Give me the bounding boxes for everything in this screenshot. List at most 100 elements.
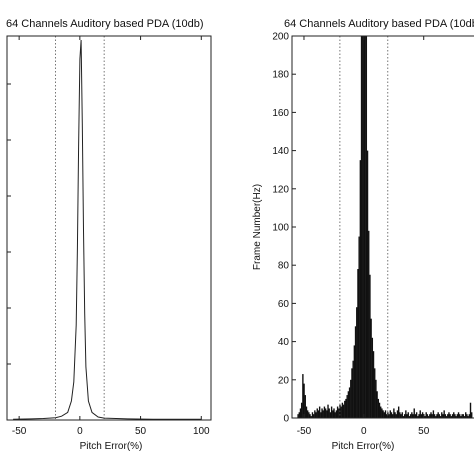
histogram-bar bbox=[465, 412, 467, 418]
histogram-bar bbox=[332, 410, 334, 418]
histogram-bar bbox=[298, 412, 300, 418]
histogram-bar bbox=[370, 318, 372, 418]
histogram-bar bbox=[320, 412, 322, 418]
histogram-bar bbox=[362, 36, 364, 418]
right-x-ticks: -50 0 50 bbox=[297, 36, 430, 437]
histogram-bar bbox=[309, 414, 311, 418]
histogram-bar bbox=[419, 410, 421, 418]
right-y-tick-label: 100 bbox=[272, 223, 289, 234]
histogram-bar bbox=[302, 374, 304, 418]
histogram-bar bbox=[300, 402, 303, 418]
right-bars bbox=[297, 36, 473, 418]
histogram-bar bbox=[328, 408, 330, 418]
histogram-bar bbox=[395, 414, 397, 418]
right-chart-title: 64 Channels Auditory based PDA (10db) bbox=[284, 18, 474, 30]
histogram-bar bbox=[411, 412, 413, 418]
histogram-bar bbox=[364, 36, 366, 418]
histogram-bar bbox=[393, 408, 395, 418]
histogram-bar bbox=[371, 337, 374, 418]
histogram-bar bbox=[347, 391, 350, 418]
histogram-bar bbox=[312, 414, 315, 418]
histogram-bar bbox=[359, 160, 362, 418]
histogram-bar bbox=[352, 360, 354, 418]
histogram-bar bbox=[455, 416, 457, 418]
histogram-bar bbox=[388, 414, 390, 418]
right-y-tick-label: 60 bbox=[278, 299, 290, 310]
histogram-bar bbox=[461, 414, 463, 418]
histogram-bar bbox=[346, 395, 348, 418]
histogram-bar bbox=[450, 416, 453, 418]
histogram-bar bbox=[453, 412, 455, 418]
histogram-bar bbox=[383, 412, 385, 418]
histogram-bar bbox=[369, 274, 371, 418]
histogram-bar bbox=[438, 414, 441, 418]
histogram-bar bbox=[463, 416, 466, 418]
histogram-bar bbox=[403, 414, 406, 418]
histogram-bar bbox=[429, 414, 431, 418]
histogram-bar bbox=[308, 412, 310, 418]
left-x-axis-label: Pitch Error(%) bbox=[80, 441, 143, 452]
histogram-bar bbox=[345, 398, 347, 418]
histogram-bar bbox=[323, 406, 326, 418]
histogram-bar bbox=[304, 395, 306, 418]
right-y-tick-label: 80 bbox=[278, 261, 290, 272]
histogram-bar bbox=[315, 412, 317, 418]
histogram-bar bbox=[468, 414, 471, 418]
histogram-bar bbox=[305, 406, 308, 418]
histogram-bar bbox=[376, 391, 378, 418]
histogram-bar bbox=[415, 412, 418, 418]
histogram-bar bbox=[378, 402, 381, 418]
histogram-bar bbox=[445, 416, 448, 418]
histogram-bar bbox=[336, 406, 339, 418]
histogram-bar bbox=[348, 387, 351, 418]
histogram-bar bbox=[340, 406, 342, 418]
left-plot-frame bbox=[6, 35, 212, 421]
right-chart: 64 Channels Auditory based PDA (10db) -5… bbox=[252, 18, 474, 452]
histogram-bar bbox=[311, 412, 314, 418]
histogram-bar bbox=[401, 412, 403, 418]
histogram-bar bbox=[390, 412, 393, 418]
right-plot-frame bbox=[291, 35, 474, 419]
histogram-bar bbox=[436, 414, 438, 418]
right-x-tick-label: -50 bbox=[297, 426, 312, 437]
histogram-bar bbox=[418, 414, 420, 418]
histogram-bar bbox=[448, 412, 450, 418]
histogram-bar bbox=[439, 416, 442, 418]
histogram-bar bbox=[424, 416, 426, 418]
histogram-bar bbox=[400, 414, 402, 418]
histogram-bar bbox=[327, 404, 329, 418]
histogram-bar bbox=[322, 410, 324, 418]
histogram-bar bbox=[433, 414, 436, 418]
histogram-bar bbox=[443, 410, 445, 418]
right-y-tick-label: 120 bbox=[272, 184, 289, 195]
right-reference-lines bbox=[339, 36, 389, 418]
left-x-ticks: -50 0 50 100 bbox=[7, 36, 210, 437]
right-y-tick-label: 160 bbox=[272, 108, 289, 119]
right-y-tick-label: 0 bbox=[283, 414, 289, 425]
histogram-bar bbox=[350, 379, 352, 418]
histogram-bar bbox=[381, 408, 383, 418]
right-x-tick-label: 0 bbox=[361, 426, 367, 437]
histogram-bar bbox=[377, 398, 380, 418]
histogram-bar bbox=[456, 414, 459, 418]
histogram-bar bbox=[351, 368, 353, 418]
histogram-bar bbox=[406, 414, 408, 418]
histogram-bar bbox=[414, 414, 417, 418]
histogram-bar bbox=[358, 236, 360, 418]
histogram-bar bbox=[324, 408, 327, 418]
right-y-tick-label: 40 bbox=[278, 337, 290, 348]
histogram-bar bbox=[314, 410, 316, 418]
histogram-bar bbox=[330, 406, 333, 418]
histogram-bar bbox=[385, 414, 388, 418]
histogram-bar bbox=[413, 408, 415, 418]
histogram-bar bbox=[342, 404, 345, 418]
histogram-bar bbox=[441, 412, 443, 418]
histogram-bar bbox=[430, 412, 432, 418]
histogram-bar bbox=[374, 368, 376, 418]
histogram-bar bbox=[344, 400, 346, 418]
histogram-bar bbox=[366, 150, 369, 418]
right-x-tick-label: 50 bbox=[418, 426, 430, 437]
histogram-bar bbox=[382, 410, 384, 418]
histogram-bar bbox=[318, 406, 321, 418]
